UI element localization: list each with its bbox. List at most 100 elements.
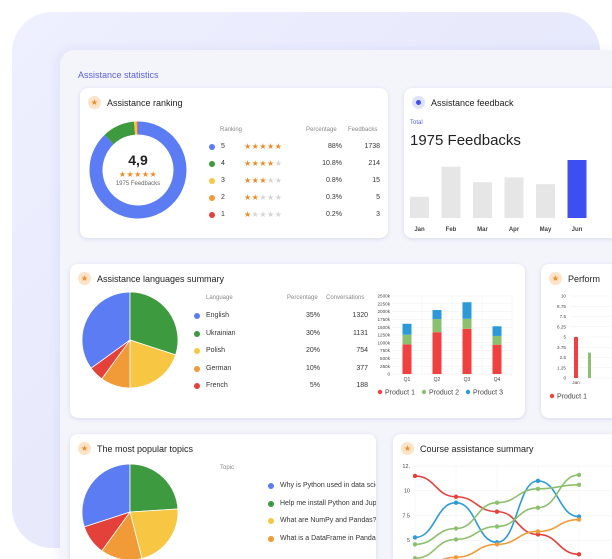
rank-feedbacks: 3 — [376, 211, 380, 218]
perf-bar — [588, 352, 591, 378]
language-conversations: 188 — [356, 382, 368, 389]
legend-label: Product 1 — [385, 390, 415, 397]
feedback-card: Assistance feedback Total 1975 Feedbacks… — [404, 88, 612, 238]
feedback-total-value: 1975 Feedbacks — [410, 132, 521, 149]
language-percentage: 5% — [309, 382, 320, 389]
legend-dot — [549, 393, 555, 399]
rank-stars: ★★★★★ — [244, 142, 282, 151]
series-point — [453, 555, 459, 559]
percentage-col-header: Percentage — [306, 127, 337, 133]
series-point — [576, 472, 582, 478]
performance-card-header: ★ Perform — [549, 272, 600, 285]
ranking-donut-chart — [89, 121, 187, 219]
star-empty-icon: ★ — [274, 210, 283, 219]
topic-color-dot — [268, 518, 274, 524]
pie-slice — [81, 463, 131, 528]
product-stacked-bar-chart: 2500k 2250k 2000k 1750k 1500k 1250k 1000k 750k 5… — [377, 294, 513, 397]
rank-value: 5 — [221, 143, 225, 150]
lang-percentage-col-header: Percentage — [287, 295, 318, 301]
y-tick-label: 5 — [407, 538, 410, 544]
star-filled-icon: ★ — [259, 176, 268, 185]
series-point — [494, 509, 500, 514]
star-empty-icon: ★ — [267, 176, 275, 185]
feedback-card-header: Assistance feedback — [412, 96, 514, 109]
feedback-bar — [441, 166, 461, 218]
language-percentage: 10% — [305, 364, 320, 372]
language-color-dot — [194, 348, 200, 354]
y-tick-label: 8.75 — [557, 304, 566, 309]
performance-bar-chart: 10 8.75 7.5 6.25 5 3.75 2.5 1.25 0 Jan Product 1 — [549, 294, 612, 401]
star-filled-icon: ★ — [244, 176, 252, 185]
rank-percentage: 0.3% — [326, 194, 342, 201]
series-point — [453, 494, 459, 499]
language-percentage: 20% — [305, 347, 320, 354]
topics-card-header: ★ The most popular topics — [78, 442, 193, 455]
y-tick-label: 2000k — [377, 309, 390, 314]
series-point — [412, 542, 418, 547]
language-conversations: 1131 — [352, 329, 368, 337]
rank-stars: ★★★★★ — [244, 210, 282, 219]
y-tick-label: 1000k — [377, 340, 390, 345]
x-tick-label: Q4 — [494, 377, 501, 383]
language-conversations: 754 — [356, 347, 368, 354]
ranking-feedback-count: 1975 Feedbacks — [115, 181, 161, 187]
star-icon: ★ — [88, 96, 101, 109]
x-tick-label: Q1 — [404, 377, 411, 383]
star-filled-icon: ★ — [267, 159, 275, 168]
star-empty-icon: ★ — [267, 193, 275, 202]
topics-pie-chart — [81, 463, 179, 559]
y-tick-label: 10 — [404, 489, 410, 495]
star-filled-icon: ★ — [244, 193, 252, 202]
star-empty-icon: ★ — [274, 176, 283, 185]
rank-value: 3 — [221, 177, 225, 184]
y-tick-label: 6.25 — [557, 324, 566, 329]
rank-color-dot — [209, 212, 215, 218]
y-tick-label: 7.5 — [402, 513, 410, 519]
topic-color-dot — [268, 483, 274, 489]
topic-color-dot — [268, 500, 274, 507]
topic-text: What is a DataFrame in Pandas? — [280, 534, 376, 542]
star-icon: ★ — [549, 272, 562, 285]
feedback-bar-chart: Jan Feb Mar Apr May Jun — [410, 160, 587, 233]
dashboard-window: Assistance statistics ★ Assistance ranki… — [60, 50, 612, 559]
star-filled-icon: ★ — [251, 159, 260, 168]
performance-title: Perform — [568, 273, 601, 284]
series-point — [412, 535, 418, 540]
legend-label: Product 1 — [557, 394, 587, 401]
stacked-bar-segment — [492, 344, 502, 374]
star-icon: ★ — [401, 442, 414, 455]
language-name: French — [206, 382, 228, 389]
series-point — [453, 537, 459, 542]
series-point — [412, 556, 418, 559]
y-tick-label: 12. — [402, 464, 410, 470]
pie-slice — [90, 339, 131, 380]
feedback-bar — [536, 184, 555, 218]
performance-card: ★ Perform 10 8.75 7.5 6.25 5 3.75 2.5 1.25 0 Jan P… — [541, 264, 612, 418]
feedback-x-label: Apr — [509, 227, 520, 233]
topic-text: Help me install Python and Jupyter Noteb… — [280, 499, 376, 507]
rank-feedbacks: 15 — [372, 177, 380, 184]
series-point — [494, 542, 500, 547]
ranking-score: 4,9 — [128, 152, 148, 168]
language-color-dot — [194, 365, 200, 372]
stacked-bar-segment — [462, 328, 472, 374]
star-icon: ★ — [78, 442, 91, 455]
y-tick-label: 2500k — [377, 294, 390, 299]
stacked-bar-segment — [432, 310, 442, 320]
language-name: English — [206, 312, 229, 319]
y-tick-label: 750k — [380, 348, 391, 353]
language-conversations: 1320 — [352, 312, 368, 319]
ranking-card-header: ★ Assistance ranking — [88, 96, 183, 109]
perf-bar — [574, 337, 578, 378]
stacked-bar-segment — [402, 323, 412, 335]
rank-color-dot — [209, 161, 215, 167]
y-tick-label: 10 — [561, 294, 567, 299]
topics-card: ★ The most popular topics Topic Why is P… — [70, 434, 376, 559]
x-tick-label: Q2 — [434, 377, 441, 383]
star-filled-icon: ★ — [251, 176, 260, 185]
stacked-bar-segment — [432, 319, 442, 333]
y-tick-label: 500k — [380, 356, 391, 361]
feedback-x-label: Jan — [414, 227, 425, 233]
rank-value: 1 — [221, 211, 225, 218]
star-empty-icon: ★ — [274, 159, 283, 168]
